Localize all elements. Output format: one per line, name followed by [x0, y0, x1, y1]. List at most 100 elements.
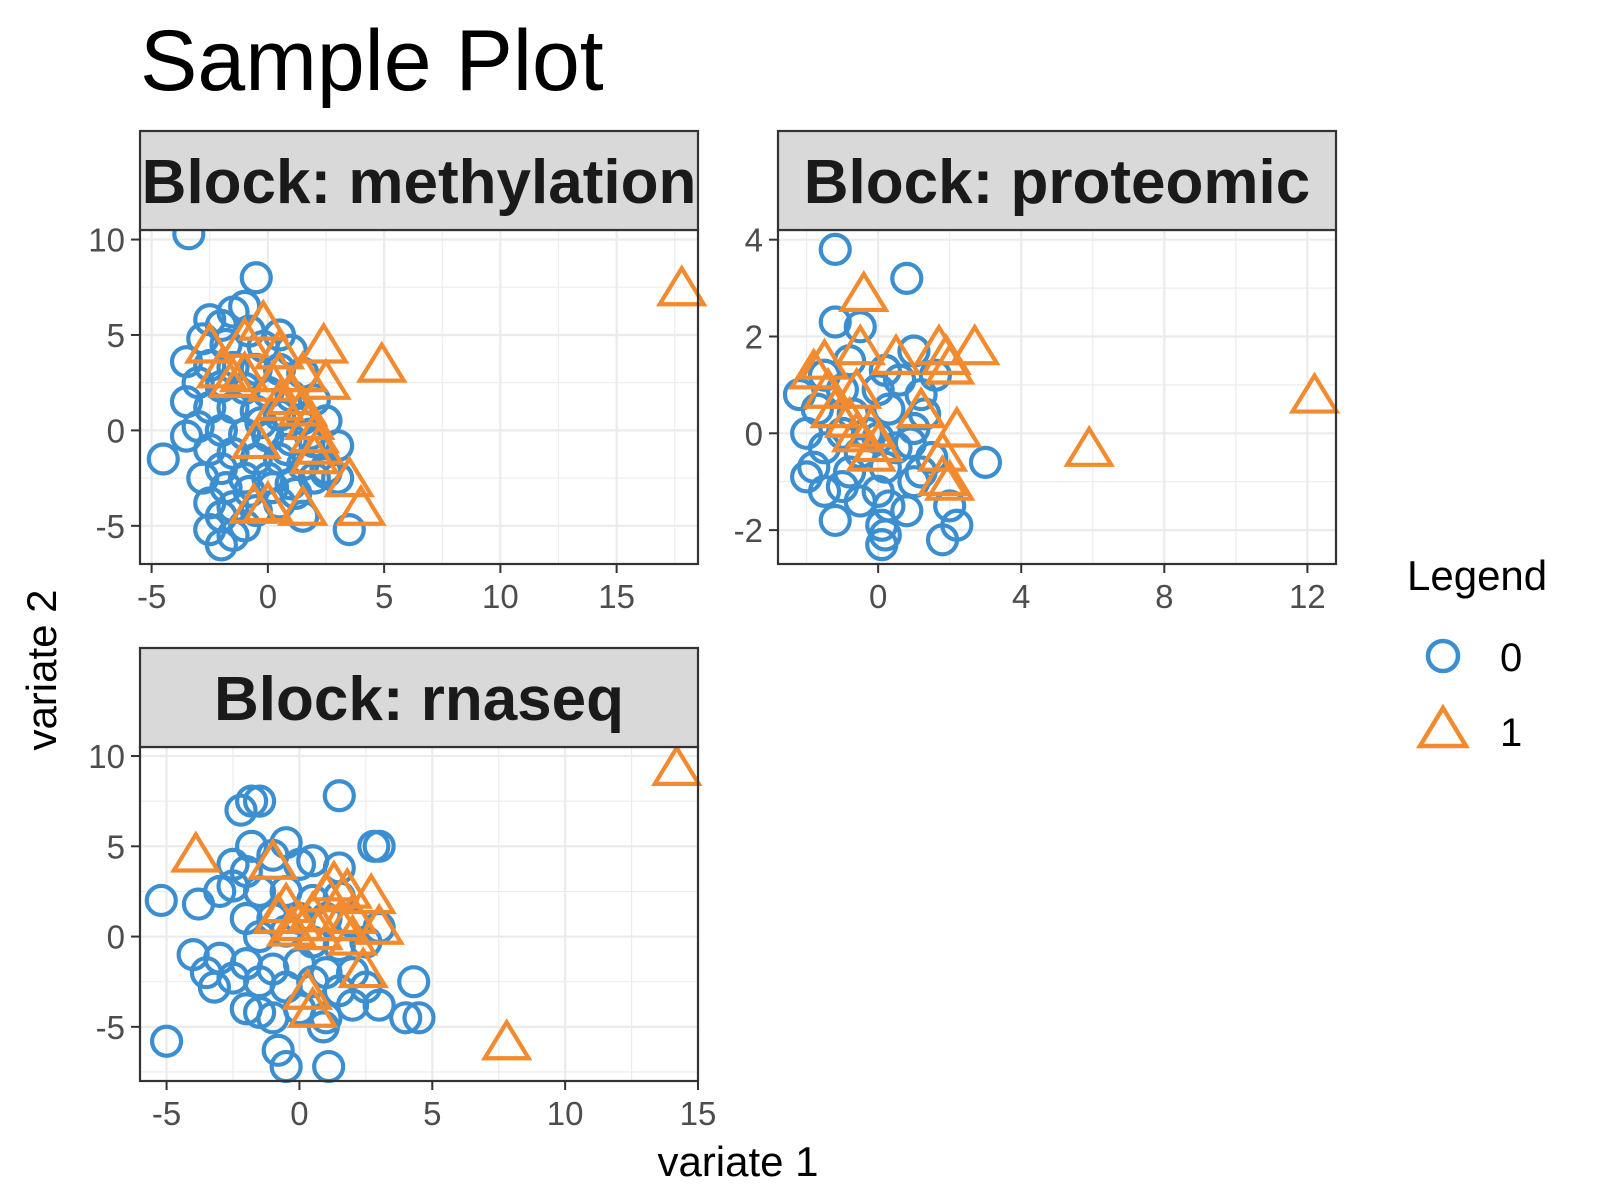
data-point-group-1: [923, 458, 976, 501]
data-point-group-1: [246, 359, 299, 402]
data-point-group-1: [300, 357, 352, 400]
y-tick-label: 0: [107, 919, 125, 956]
data-point-group-1: [931, 405, 983, 448]
data-point-group-1: [265, 904, 318, 947]
x-tick-label: 4: [1012, 578, 1030, 615]
y-tick-label: 0: [745, 415, 763, 452]
data-point-group-0: [890, 494, 924, 528]
data-point-group-0: [940, 508, 974, 542]
x-tick-label: 10: [547, 1095, 584, 1132]
data-point-group-1: [323, 455, 375, 498]
data-point-group-0: [865, 528, 899, 562]
data-point-group-1: [265, 373, 317, 416]
y-tick-label: 4: [745, 222, 763, 259]
data-point-group-0: [204, 528, 238, 562]
data-point-group-1: [288, 432, 341, 475]
data-points: [144, 743, 703, 1084]
y-tick-label: 5: [107, 828, 125, 865]
y-tick-label: 0: [107, 412, 125, 449]
data-point-group-1: [830, 410, 883, 453]
data-point-group-0: [362, 988, 396, 1022]
data-point-group-1: [337, 946, 389, 989]
x-tick-label: 0: [259, 578, 277, 615]
data-point-group-1: [253, 327, 306, 370]
data-point-group-0: [818, 232, 852, 266]
data-points: [782, 232, 1341, 562]
data-point-group-0: [904, 377, 938, 412]
data-point-group-0: [397, 965, 431, 999]
x-tick-label: 15: [598, 578, 635, 615]
legend-label-1: 1: [1500, 711, 1522, 755]
data-point-group-0: [239, 261, 273, 295]
data-point-group-1: [326, 891, 379, 935]
data-point-group-1: [281, 967, 334, 1010]
data-point-group-1: [184, 321, 236, 364]
data-point-group-0: [335, 988, 370, 1022]
x-tick-label: 12: [1289, 578, 1326, 615]
data-point-group-1: [1288, 371, 1341, 414]
x-tick-label: 5: [375, 578, 393, 615]
data-point-group-0: [146, 442, 180, 476]
facet-panels: Block: methylation -5 0 5 10 15 -5 0 5 10 Block: p…: [88, 129, 1341, 1132]
legend-title: Legend: [1407, 552, 1547, 599]
data-point-group-1: [300, 870, 352, 913]
data-point-group-1: [870, 332, 922, 375]
data-point-group-1: [237, 298, 289, 341]
data-point-group-1: [916, 453, 969, 496]
data-point-group-0: [402, 1001, 436, 1035]
data-point-group-0: [933, 489, 967, 523]
data-point-group-1: [345, 872, 397, 915]
data-point-group-1: [253, 378, 306, 421]
data-point-group-1: [845, 429, 897, 472]
data-point-group-1: [286, 985, 339, 1028]
data-point-group-0: [362, 829, 396, 863]
legend-label-0: 0: [1500, 636, 1522, 680]
x-axis-label: variate 1: [657, 1138, 818, 1185]
x-tick-label: 8: [1155, 578, 1173, 615]
data-point-group-1: [283, 397, 336, 440]
data-point-group-1: [297, 321, 350, 364]
data-point-group-1: [286, 890, 339, 933]
facet-strip: [776, 129, 1338, 232]
data-point-group-1: [895, 386, 947, 429]
data-point-group-1: [923, 342, 976, 385]
data-point-group-0: [843, 310, 877, 344]
plot-title: Sample Plot: [140, 13, 604, 109]
data-point-group-1: [195, 346, 248, 389]
data-point-group-0: [893, 426, 927, 460]
data-point-group-0: [807, 431, 842, 465]
legend: Legend 0 1: [1407, 552, 1547, 755]
data-point-group-1: [788, 347, 840, 390]
x-tick-label: 0: [869, 578, 887, 615]
data-point-group-0: [968, 445, 1003, 479]
facet-strip: [138, 129, 700, 232]
data-point-group-1: [228, 481, 280, 524]
y-tick-label: 10: [88, 222, 125, 259]
y-axis-label: variate 2: [18, 589, 65, 750]
data-point-group-0: [818, 503, 852, 538]
data-point-group-0: [389, 1001, 423, 1035]
y-tick-label: -2: [734, 512, 763, 549]
facet-panel: Block: proteomic 0 4 8 12 -2 0 2 4: [734, 129, 1341, 615]
data-point-group-0: [235, 784, 269, 818]
data-point-group-1: [650, 743, 703, 786]
data-point-group-0: [279, 476, 313, 510]
data-point-group-0: [322, 779, 356, 813]
data-point-group-1: [335, 483, 387, 526]
data-point-group-0: [261, 1033, 295, 1067]
data-point-group-1: [353, 902, 405, 945]
data-point-group-0: [890, 261, 924, 296]
facet-strip: [138, 646, 700, 749]
data-point-group-0: [818, 305, 852, 339]
data-point-group-0: [255, 471, 290, 505]
data-point-group-1: [230, 416, 282, 460]
data-point-group-0: [843, 436, 877, 470]
data-point-group-0: [235, 829, 269, 863]
data-point-group-0: [144, 883, 178, 918]
data-point-group-1: [218, 350, 271, 393]
data-point-group-1: [170, 830, 222, 873]
data-point-group-0: [181, 887, 216, 921]
data-point-group-1: [1063, 424, 1115, 467]
data-point-group-1: [838, 269, 890, 313]
